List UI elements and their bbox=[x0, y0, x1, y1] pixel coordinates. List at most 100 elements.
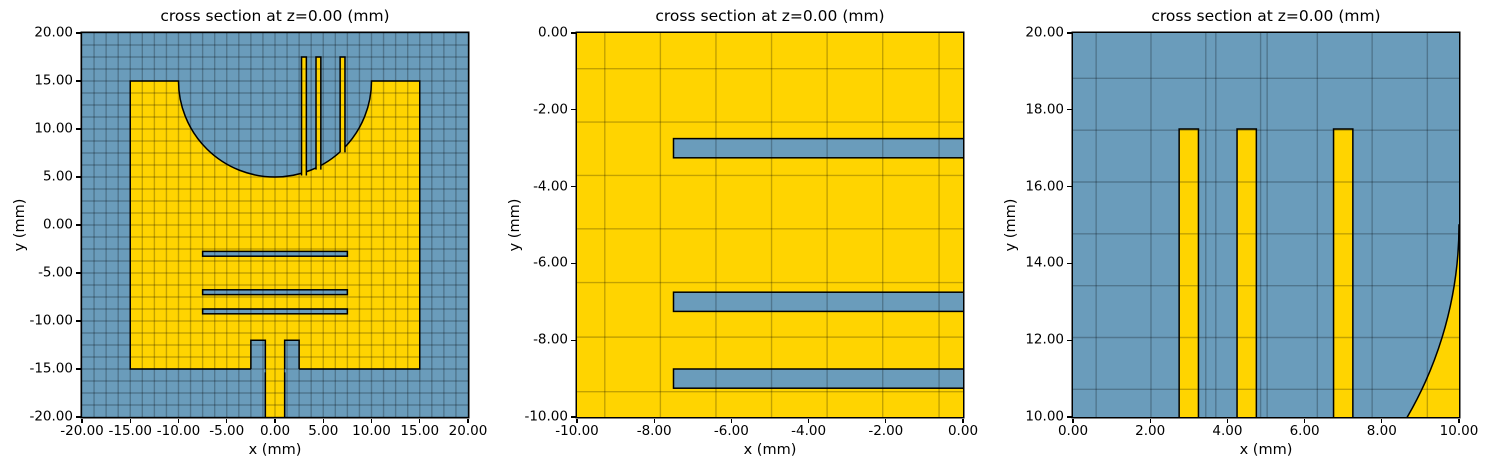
x-tick-label: 10.00 bbox=[352, 423, 391, 439]
y-tick-mark bbox=[570, 339, 576, 341]
y-tick-mark bbox=[75, 416, 81, 418]
x-tick-mark bbox=[807, 418, 810, 424]
subplot-right: cross section at z=0.00 (mm) x (mm) y (m… bbox=[1003, 7, 1478, 458]
x-tick-label: 10.00 bbox=[1439, 423, 1479, 439]
x-axis-label: x (mm) bbox=[1239, 442, 1293, 458]
slot bbox=[201, 308, 349, 315]
x-tick-label: 15.00 bbox=[400, 423, 440, 439]
x-tick-mark bbox=[1072, 418, 1074, 424]
x-tick-label: -6.00 bbox=[713, 423, 749, 439]
y-tick-mark bbox=[570, 416, 576, 418]
y-tick-label: 10.00 bbox=[1025, 408, 1064, 425]
x-tick-mark bbox=[177, 418, 180, 424]
pin bbox=[340, 57, 345, 154]
slot bbox=[201, 250, 349, 257]
axes-area bbox=[577, 33, 963, 417]
y-tick-mark bbox=[75, 272, 81, 274]
y-tick-mark bbox=[75, 80, 81, 82]
x-tick-label: -4.00 bbox=[791, 423, 827, 439]
x-tick-mark bbox=[730, 418, 733, 424]
y-tick-mark bbox=[1066, 109, 1072, 111]
pin-outline bbox=[315, 56, 322, 170]
feed-stem bbox=[265, 363, 285, 417]
slot bbox=[672, 368, 963, 389]
y-tick-label: -5.00 bbox=[38, 264, 73, 281]
x-tick-mark bbox=[1149, 418, 1151, 424]
x-tick-label: 0.00 bbox=[947, 423, 979, 439]
plot-title: cross section at z=0.00 (mm) bbox=[1151, 7, 1381, 25]
y-tick-mark bbox=[1066, 185, 1072, 188]
y-tick-label: -20.00 bbox=[29, 408, 73, 425]
pin-outline bbox=[339, 56, 346, 153]
x-tick-mark bbox=[129, 418, 131, 424]
x-tick-mark bbox=[885, 418, 887, 424]
y-tick-label: -10.00 bbox=[29, 312, 73, 329]
y-tick-label: 10.00 bbox=[34, 120, 73, 137]
y-tick-label: -4.00 bbox=[533, 177, 568, 194]
y-axis-label: y (mm) bbox=[507, 198, 523, 252]
y-tick-label: -8.00 bbox=[533, 331, 568, 348]
x-tick-label: 8.00 bbox=[1366, 423, 1397, 439]
y-tick-mark bbox=[570, 262, 576, 265]
y-tick-mark bbox=[1066, 262, 1072, 265]
y-tick-mark bbox=[75, 368, 81, 370]
pin-outline bbox=[300, 56, 308, 176]
x-tick-mark bbox=[467, 418, 469, 424]
bottom-notch-outline bbox=[283, 339, 300, 369]
y-tick-mark bbox=[75, 320, 81, 322]
x-tick-label: 0.00 bbox=[1057, 423, 1089, 439]
bottom-notch bbox=[284, 340, 300, 373]
body-with-bowl bbox=[129, 80, 421, 370]
pin bbox=[316, 57, 321, 171]
x-tick-label: -2.00 bbox=[868, 423, 904, 439]
y-tick-label: -6.00 bbox=[533, 254, 568, 271]
x-tick-label: -5.00 bbox=[209, 423, 245, 439]
x-tick-label: 2.00 bbox=[1135, 423, 1166, 439]
y-tick-label: -10.00 bbox=[524, 408, 568, 425]
plot-canvas bbox=[577, 33, 963, 417]
plot-canvas bbox=[1073, 33, 1459, 417]
y-tick-label: 18.00 bbox=[1025, 101, 1064, 118]
y-tick-mark bbox=[75, 32, 81, 34]
x-tick-label: -15.00 bbox=[108, 423, 153, 439]
x-tick-label: -20.00 bbox=[60, 423, 104, 439]
x-tick-mark bbox=[274, 418, 276, 424]
x-tick-mark bbox=[322, 418, 324, 424]
x-tick-label: 4.00 bbox=[1212, 423, 1243, 439]
slot bbox=[672, 291, 963, 313]
subplot-left: cross section at z=0.00 (mm) x (mm) y (m… bbox=[12, 7, 487, 458]
x-tick-mark bbox=[419, 418, 421, 424]
x-tick-label: 20.00 bbox=[448, 423, 488, 439]
x-tick-label: 0.00 bbox=[259, 423, 291, 439]
slot bbox=[201, 289, 349, 296]
y-tick-label: 12.00 bbox=[1025, 331, 1064, 348]
x-tick-mark bbox=[1303, 418, 1306, 424]
axes-area bbox=[1073, 33, 1459, 417]
y-axis-label: y (mm) bbox=[1003, 198, 1019, 252]
x-tick-label: 6.00 bbox=[1289, 423, 1320, 439]
x-tick-mark bbox=[1381, 418, 1383, 424]
x-tick-mark bbox=[226, 418, 228, 424]
x-axis-label: x (mm) bbox=[248, 442, 302, 458]
pin bbox=[1332, 128, 1354, 417]
y-tick-mark bbox=[570, 185, 576, 188]
subplot-middle: cross section at z=0.00 (mm) x (mm) y (m… bbox=[507, 7, 978, 458]
plot-canvas bbox=[82, 33, 468, 417]
y-tick-label: -15.00 bbox=[29, 360, 73, 377]
axes-area bbox=[82, 33, 468, 417]
y-tick-label: 20.00 bbox=[34, 24, 73, 41]
y-tick-label: 14.00 bbox=[1025, 254, 1064, 271]
y-tick-mark bbox=[1066, 32, 1072, 34]
bottom-notch bbox=[250, 340, 266, 373]
y-tick-label: 20.00 bbox=[1025, 24, 1064, 41]
x-tick-mark bbox=[576, 418, 578, 424]
y-tick-label: 0.00 bbox=[42, 216, 73, 233]
y-axis-label: y (mm) bbox=[12, 198, 28, 252]
plot-title: cross section at z=0.00 (mm) bbox=[655, 7, 885, 25]
y-tick-mark bbox=[1066, 416, 1072, 418]
y-tick-label: 16.00 bbox=[1025, 177, 1064, 194]
bottom-notch-outline bbox=[250, 339, 267, 369]
pin bbox=[1178, 128, 1200, 417]
pin bbox=[301, 57, 307, 177]
